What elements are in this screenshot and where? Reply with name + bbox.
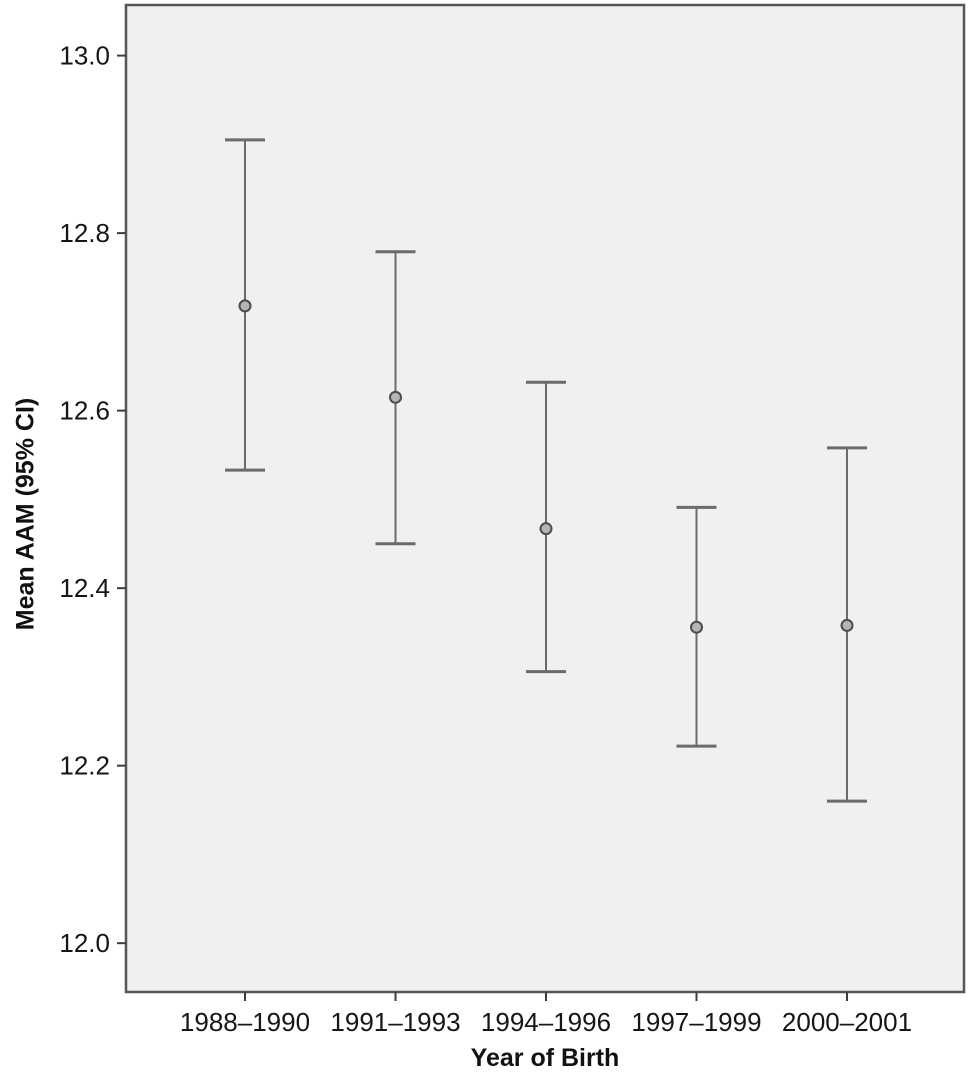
mean-marker	[539, 522, 553, 536]
x-axis-tick-label: 2000–2001	[782, 1007, 912, 1037]
y-axis-tick-label: 12.4	[59, 573, 110, 603]
mean-marker	[238, 299, 252, 313]
y-axis-tick-label: 12.6	[59, 396, 110, 426]
y-axis-tick-label: 12.2	[59, 751, 110, 781]
x-axis-tick-label: 1994–1996	[481, 1007, 611, 1037]
y-axis-title: Mean AAM (95% CI)	[11, 397, 40, 631]
y-axis-tick-label: 13.0	[59, 41, 110, 71]
x-axis-tick-label: 1997–1999	[631, 1007, 761, 1037]
mean-marker	[840, 618, 854, 632]
x-axis-tick-label: 1991–1993	[330, 1007, 460, 1037]
y-axis-tick-label: 12.0	[59, 928, 110, 958]
mean-marker	[389, 390, 402, 404]
x-axis-tick-label: 1988–1990	[180, 1007, 310, 1037]
x-axis-title: Year of Birth	[470, 1044, 620, 1072]
y-axis-tick-label: 12.8	[59, 218, 110, 248]
mean-marker	[690, 620, 703, 634]
